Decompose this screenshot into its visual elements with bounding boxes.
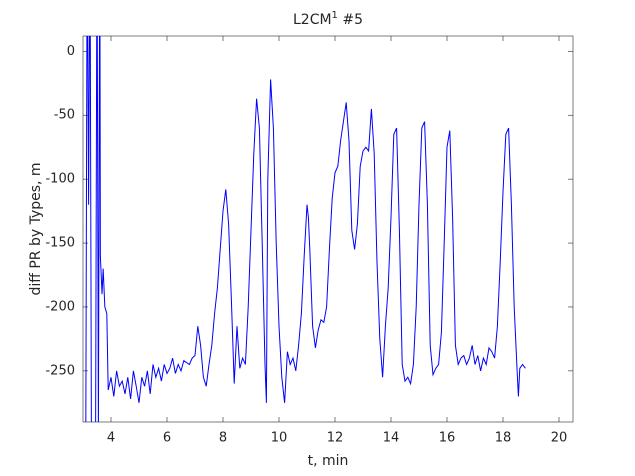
y-tick-label: -150 xyxy=(45,236,75,251)
x-tick-label: 16 xyxy=(439,431,456,446)
title-rest: #5 xyxy=(338,12,363,28)
y-tick-label: -100 xyxy=(45,172,75,187)
y-tick-label: 0 xyxy=(67,44,75,59)
data-line xyxy=(85,36,526,422)
ticks: 4 6 8 10 12 14 16 18 20 -250 -200 -150 -100 -50 0 xyxy=(45,36,573,446)
y-tick-label: -250 xyxy=(45,363,75,378)
title-superscript: 1 xyxy=(332,10,338,21)
chart-title: L2CM1 #5 xyxy=(293,10,363,28)
x-tick-label: 4 xyxy=(107,431,115,446)
title-main: L2CM xyxy=(293,12,332,28)
plot-area xyxy=(82,35,574,423)
x-axis-label: t, min xyxy=(308,453,349,469)
x-tick-label: 8 xyxy=(219,431,227,446)
x-tick-label: 6 xyxy=(163,431,171,446)
x-tick-label: 20 xyxy=(551,431,568,446)
y-axis-label: diff PR by Types, m xyxy=(28,162,44,295)
y-tick-label: -200 xyxy=(45,299,75,314)
x-tick-label: 14 xyxy=(383,431,400,446)
lines xyxy=(85,36,526,422)
y-tick-label: -50 xyxy=(54,108,75,123)
x-tick-label: 12 xyxy=(327,431,344,446)
x-tick-label: 10 xyxy=(271,431,288,446)
x-tick-label: 18 xyxy=(495,431,512,446)
